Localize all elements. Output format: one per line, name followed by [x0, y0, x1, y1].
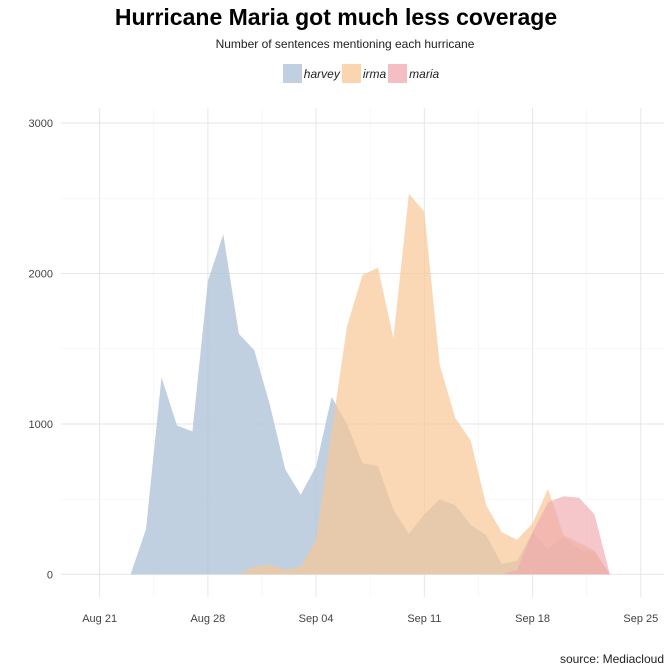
x-tick-label: Sep 25 [623, 613, 658, 625]
legend-item-maria: maria [388, 64, 441, 83]
area-irma [223, 193, 610, 575]
area-maria [501, 496, 610, 575]
source-caption: source: Mediacloud [559, 652, 664, 666]
legend-item-irma: irma [341, 64, 388, 83]
chart-subtitle: Number of sentences mentioning each hurr… [215, 37, 475, 51]
x-tick-label: Aug 28 [190, 613, 225, 625]
y-tick-label: 3000 [29, 118, 53, 130]
chart-title: Hurricane Maria got much less coverage [114, 4, 558, 30]
x-tick-label: Sep 04 [299, 613, 334, 625]
legend: harvey irma maria [0, 64, 672, 83]
x-tick-label: Sep 18 [515, 613, 550, 625]
legend-label-irma: irma [362, 66, 387, 81]
x-tick-label: Sep 11 [407, 613, 441, 625]
legend-swatch-irma [341, 64, 361, 83]
y-tick-label: 1000 [29, 419, 53, 431]
legend-label-harvey: harvey [303, 66, 340, 81]
legend-label-maria: maria [409, 66, 440, 81]
legend-swatch-harvey [282, 64, 302, 83]
legend-item-harvey: harvey [282, 64, 342, 83]
legend-swatch-maria [388, 64, 408, 83]
area-harvey [130, 234, 610, 575]
x-tick-label: Aug 21 [82, 613, 117, 625]
y-tick-label: 2000 [29, 269, 53, 281]
y-tick-label: 0 [47, 569, 53, 581]
